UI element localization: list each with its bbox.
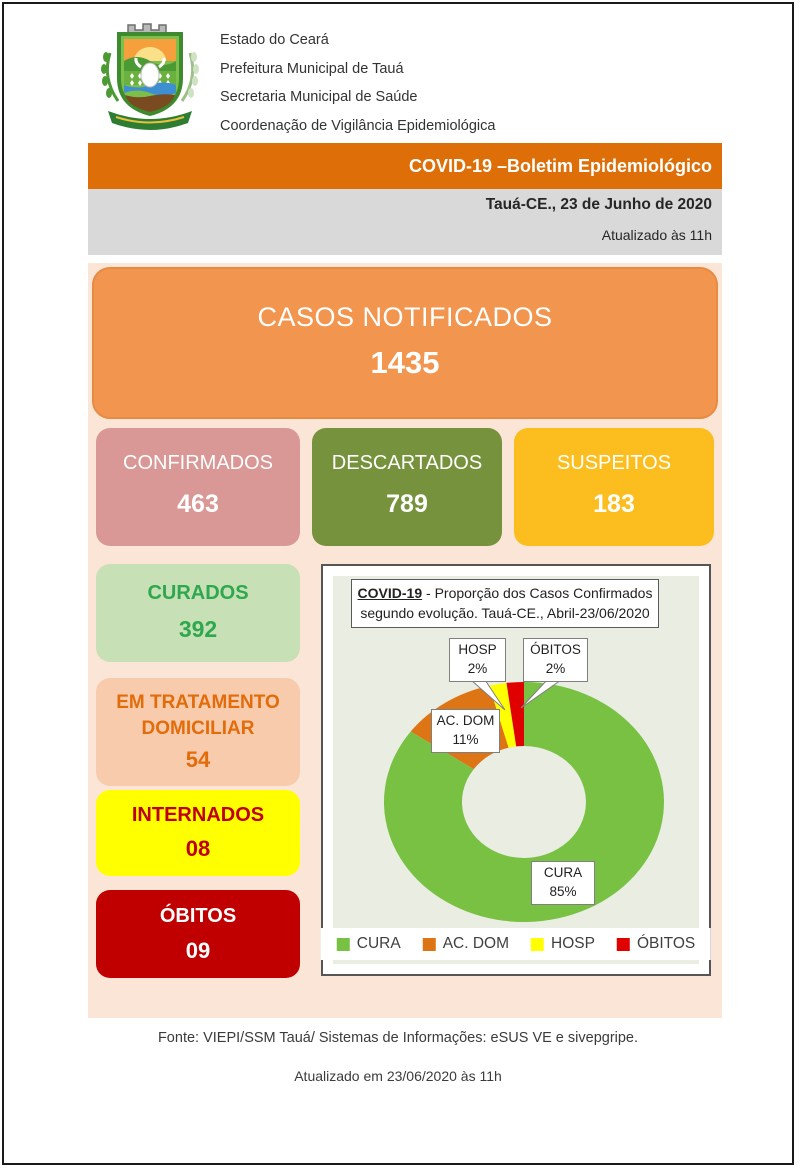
chart-title-emphasis: COVID-19: [357, 585, 423, 601]
internados-label: INTERNADOS: [131, 804, 265, 826]
evolution-chart-area: COVID-19 - Proporção dos Casos Confirmad…: [320, 576, 712, 964]
org-line-coordenacao: Coordenação de Vigilância Epidemiológica: [220, 117, 496, 134]
internados-value: 08: [185, 836, 211, 861]
suspeitos-box: SUSPEITOS 183: [514, 428, 714, 546]
legend-label-AC. DOM: AC. DOM: [442, 935, 509, 952]
descartados-value: 789: [386, 490, 428, 518]
confirmados-box: CONFIRMADOS 463: [96, 428, 300, 546]
summary-row: CONFIRMADOS 463 DESCARTADOS 789 SUSPEITO…: [96, 428, 714, 546]
chart-title: COVID-19 - Proporção dos Casos Confirmad…: [351, 579, 659, 628]
chart-legend: CURA AC. DOM HOSP ÓBITOS: [320, 928, 712, 960]
callout-hosp: HOSP 2%: [449, 638, 506, 682]
chart-title-rest: - Proporção dos Casos Confirmados segund…: [360, 585, 653, 622]
date-banner: Tauá-CE., 23 de Junho de 2020 Atualizado…: [88, 189, 722, 255]
casos-notificados-box: CASOS NOTIFICADOS 1435: [92, 267, 718, 419]
callout-ac-dom: AC. DOM 11%: [431, 709, 500, 753]
suspeitos-value: 183: [593, 490, 635, 518]
curados-box: CURADOS 392: [96, 564, 300, 662]
curados-value: 392: [178, 616, 218, 642]
legend-swatch-ÓBITOS: [616, 937, 630, 951]
footer-updated-line: Atualizado em 23/06/2020 às 11h: [294, 1068, 502, 1084]
updated-time: Atualizado às 11h: [601, 227, 712, 243]
legend-swatch-AC. DOM: [422, 937, 436, 951]
casos-notificados-value: 1435: [370, 345, 440, 380]
casos-notificados-label: CASOS NOTIFICADOS: [257, 302, 553, 332]
bulletin-date: Tauá-CE., 23 de Junho de 2020: [485, 196, 712, 213]
legend-item-AC. DOM: AC. DOM: [422, 935, 509, 953]
source-line: Fonte: VIEPI/SSM Tauá/ Sistemas de Infor…: [157, 1030, 639, 1046]
suspeitos-label: SUSPEITOS: [556, 452, 672, 474]
obitos-value: 09: [185, 938, 211, 963]
org-line-secretaria: Secretaria Municipal de Saúde: [220, 89, 418, 105]
legend-item-ÓBITOS: ÓBITOS: [616, 935, 696, 953]
tratamento-domiciliar-label: EM TRATAMENTO DOMICILIAR: [116, 692, 280, 739]
legend-item-HOSP: HOSP: [531, 935, 595, 953]
obitos-label: ÓBITOS: [159, 905, 237, 927]
callout-cura: CURA 85%: [531, 861, 595, 905]
municipal-crest-logo: [101, 23, 199, 130]
donut-slice-ÓBITOS: [506, 681, 524, 747]
bulletin-title-banner: COVID-19 –Boletim Epidemiológico: [88, 143, 722, 189]
tratamento-domiciliar-box: EM TRATAMENTO DOMICILIAR 54: [96, 678, 300, 786]
legend-label-ÓBITOS: ÓBITOS: [636, 935, 696, 952]
confirmados-value: 463: [177, 490, 219, 518]
legend-swatch-HOSP: [531, 937, 544, 951]
descartados-box: DESCARTADOS 789: [312, 428, 502, 546]
descartados-label: DESCARTADOS: [331, 452, 483, 474]
obitos-box: ÓBITOS 09: [96, 890, 300, 978]
legend-label-CURA: CURA: [356, 935, 401, 952]
stats-panel: CASOS NOTIFICADOS 1435 CONFIRMADOS 463 D…: [88, 263, 722, 1018]
tratamento-domiciliar-value: 54: [185, 747, 211, 773]
content-row: CURADOS 392 EM TRATAMENTO DOMICILIAR 54 …: [96, 558, 714, 1010]
org-header: Estado do Ceará Prefeitura Municipal de …: [220, 26, 495, 140]
confirmados-label: CONFIRMADOS: [123, 452, 273, 474]
donut-chart: [383, 679, 664, 922]
curados-label: CURADOS: [147, 582, 249, 604]
internados-box: INTERNADOS 08: [96, 790, 300, 876]
legend-label-HOSP: HOSP: [551, 935, 595, 952]
legend-item-CURA: CURA: [336, 935, 401, 953]
callout-obitos: ÓBITOS 2%: [523, 638, 588, 682]
legend-swatch-CURA: [336, 937, 350, 951]
org-line-prefeitura: Prefeitura Municipal de Tauá: [220, 60, 404, 77]
org-line-state: Estado do Ceará: [220, 32, 329, 48]
evolution-chart-panel: COVID-19 - Proporção dos Casos Confirmad…: [320, 564, 712, 976]
